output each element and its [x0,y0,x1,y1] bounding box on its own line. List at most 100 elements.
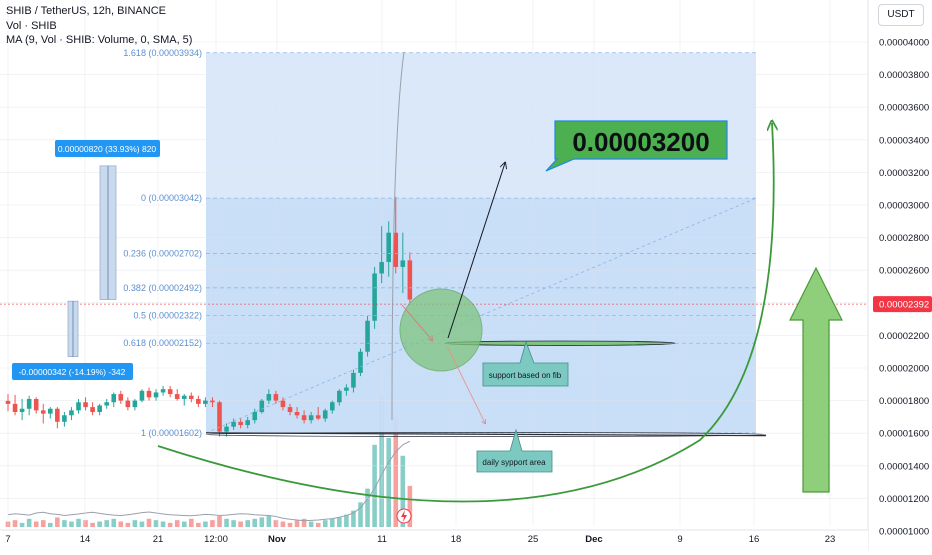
time-tick-label: Dec [585,534,602,545]
fib-level-label: 0.618 (0.00002152) [123,338,202,348]
volume-bar [76,518,81,527]
fib-support-label: support based on fib [489,371,562,380]
candle-body [330,402,335,411]
volume-bar [400,455,406,527]
volume-bar [48,522,53,527]
volume-bar [210,520,215,527]
volume-bar [181,521,187,527]
volume-bar [62,520,67,527]
price-tick-label: 0.00002800 [879,233,929,244]
time-axis-bg [0,530,868,550]
drawing-background-layer [206,52,756,433]
candle-body [273,394,279,401]
candle-body [62,415,67,422]
volume-bar [167,522,173,527]
candle-body [322,410,328,419]
time-tick-label: 11 [377,534,387,545]
volume-bar [252,518,258,527]
candle-body [146,390,152,398]
candle-body [231,421,236,427]
volume-bar [90,522,95,527]
volume-bar [386,437,391,527]
candle-body [196,398,201,404]
candle-body [40,410,46,414]
volume-ma-line [7,440,411,522]
volume-bar [238,521,243,527]
candle-body [153,392,159,398]
fib-level-label: 0.382 (0.00002492) [123,283,202,293]
target-callout [545,120,728,172]
candle-body [76,402,81,411]
volume-bar [33,521,39,527]
candle-body [259,400,265,413]
candle-body [407,260,413,300]
volume-bar [322,520,328,527]
volume-bar [69,521,74,527]
volume-bar [55,517,60,527]
volume-bar [287,522,293,527]
price-tick-label: 0.00004000 [879,38,929,49]
volume-bar [26,518,32,527]
candle-body [294,412,300,416]
time-tick-label: 12:00 [204,534,228,545]
reaction-zone-circle [399,288,483,372]
symbol-title[interactable]: SHIB / TetherUS, 12h, BINANCE [6,5,166,17]
candle-body [167,389,173,395]
daily-support-label: daily sypport area [482,458,546,467]
volume-bar [344,514,349,527]
candle-body [315,415,321,419]
fib-level-label: 0 (0.00003042) [141,193,202,203]
ma-indicator-title[interactable]: MA (9, Vol · SHIB: Volume, 0, SMA, 5) [6,34,193,46]
volume-layer [5,396,413,527]
candle-body [104,402,109,406]
volume-bar [153,520,159,527]
candle-body [139,390,145,401]
daily-support-callout [476,428,553,473]
candle-body [203,400,208,404]
candle-body [351,372,356,388]
volume-bar [19,522,25,527]
candle-body [132,400,138,408]
candle-body [118,394,124,401]
measure-down-label: -0.00000342 (-14.19%) -342 [19,367,126,377]
currency-button[interactable]: USDT [878,4,924,26]
price-tick-label: 0.00001400 [879,461,929,472]
volume-bar [315,522,321,527]
volume-bar [337,517,342,527]
volume-bar [351,510,356,527]
price-tick-label: 0.00003800 [879,70,929,81]
volume-bar [111,518,117,527]
projection-curve-thin [391,51,405,421]
candle-body [287,407,293,413]
volume-bar [379,396,384,527]
candle-body [97,405,102,413]
price-tick-label: 0.00003200 [879,168,929,179]
target-price-label: 0.00003200 [572,127,709,157]
candle-body [379,262,384,274]
candle-body [217,402,222,432]
candle-body [55,408,60,422]
price-tick-label: 0.00003400 [879,135,929,146]
candle-body [19,408,25,413]
time-tick-label: 7 [5,534,10,545]
price-tick-label: 0.00002000 [879,364,929,375]
volume-bar [365,488,370,527]
volume-indicator-title[interactable]: Vol · SHIB [6,19,57,32]
candle-body [224,426,229,432]
price-tick-label: 0.00001800 [879,396,929,407]
pullback-arrow [401,304,432,340]
candle-body [301,415,307,421]
drawings-layer: 0 (0.00003042) 0.236 (0.00002702) 0.382 (0… [0,48,868,524]
daily-support-ellipse [205,432,767,437]
price-tick-label: 0.00001000 [879,527,929,538]
candle-body [48,408,53,414]
candle-body [358,351,363,373]
fib-top-label: 1.618 (0.00003934) [123,48,202,58]
candle-body [26,398,32,409]
volume-bar [358,502,363,527]
candle-body [174,394,180,399]
volume-bar [245,520,250,527]
